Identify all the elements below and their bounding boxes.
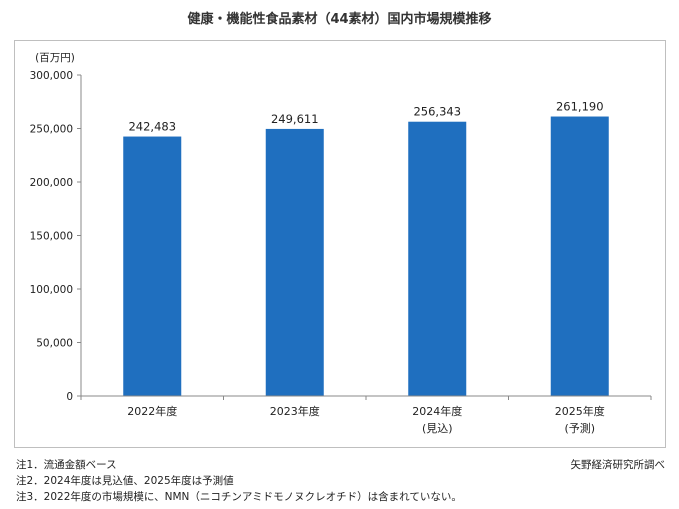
- bar: [408, 121, 467, 397]
- x-category-label: 2025年度: [555, 404, 605, 418]
- y-axis-unit-label: (百万円): [35, 52, 75, 64]
- x-category-sublabel: (見込): [422, 422, 453, 435]
- y-tick-label: 100,000: [30, 284, 73, 296]
- note-3: 注3．2022年度の市場規模に、NMN（ニコチンアミドモノヌクレオチド）は含まれ…: [16, 491, 462, 503]
- x-category-label: 2022年度: [127, 404, 177, 418]
- note-1: 注1．流通金額ベース: [16, 459, 117, 471]
- y-tick-label: 150,000: [30, 231, 73, 243]
- bar-chart: (百万円) 0 50,000 100,000 150,000 200,000 250,00…: [30, 52, 652, 435]
- bar-data-label: 261,190: [556, 100, 604, 114]
- bar: [123, 136, 182, 396]
- bar-data-label: 249,611: [271, 112, 319, 126]
- bar-data-label: 242,483: [128, 120, 176, 134]
- y-tick-label: 0: [66, 391, 73, 403]
- source-credit: 矢野経済研究所調べ: [570, 459, 666, 471]
- chart-frame: (百万円) 0 50,000 100,000 150,000 200,000 250,00…: [14, 40, 666, 448]
- x-category-sublabel: (予測): [564, 421, 595, 435]
- x-category-label: 2023年度: [270, 404, 320, 418]
- bar-data-label: 256,343: [413, 105, 461, 119]
- y-tick-label: 300,000: [30, 70, 73, 82]
- y-tick-label: 250,000: [30, 124, 73, 136]
- chart-title: 健康・機能性食品素材（44素材）国内市場規模推移: [187, 12, 492, 27]
- bar: [265, 128, 324, 396]
- y-tick-label: 50,000: [36, 338, 73, 350]
- x-category-label: 2024年度: [412, 404, 462, 418]
- y-tick-label: 200,000: [30, 177, 73, 189]
- bar: [550, 116, 609, 396]
- note-2: 注2．2024年度は見込値、2025年度は予測値: [16, 475, 234, 487]
